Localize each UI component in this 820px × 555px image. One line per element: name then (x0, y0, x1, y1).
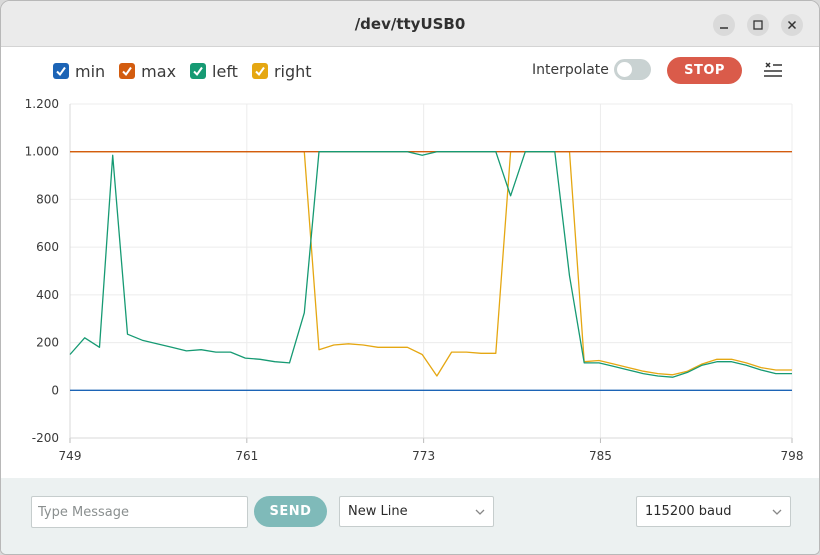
y-tick-label: -200 (32, 431, 59, 445)
x-tick-label: 773 (412, 449, 435, 463)
check-icon (122, 66, 132, 77)
message-input[interactable] (31, 496, 248, 528)
y-tick-label: 600 (36, 240, 59, 254)
check-icon (255, 66, 265, 77)
baud-rate-value: 115200 baud (645, 504, 732, 519)
clear-list-icon[interactable] (762, 59, 784, 81)
maximize-button[interactable] (747, 14, 769, 36)
window-title: /dev/ttyUSB0 (354, 15, 466, 33)
checkbox-max[interactable] (119, 63, 136, 79)
y-tick-label: 1.000 (25, 145, 59, 159)
maximize-icon (753, 20, 763, 30)
line-ending-select[interactable]: New Line (339, 496, 494, 527)
legend-label: max (141, 61, 177, 81)
legend-item-right[interactable]: right (251, 61, 312, 81)
interpolate-toggle[interactable] (614, 59, 651, 80)
close-icon (787, 20, 797, 30)
checkbox-min[interactable] (53, 63, 69, 79)
y-tick-label: 1.200 (25, 97, 59, 111)
footer-bar: SEND New Line 115200 baud (1, 478, 819, 554)
legend: min max left right (53, 59, 326, 83)
chevron-down-icon (475, 509, 485, 515)
stop-button[interactable]: STOP (667, 57, 742, 84)
x-tick-label: 749 (59, 449, 82, 463)
chevron-down-icon (772, 509, 782, 515)
checkbox-right[interactable] (251, 63, 268, 79)
check-icon (56, 66, 66, 77)
close-button[interactable] (781, 14, 803, 36)
y-tick-label: 0 (51, 383, 59, 397)
series-line-left (69, 151, 792, 378)
legend-item-left[interactable]: left (190, 62, 238, 81)
y-tick-label: 800 (36, 192, 59, 206)
serial-plot: -200 0 200 400 600 800 1.000 1.200 749 761 773 785 7… (25, 97, 804, 463)
interpolate-label: Interpolate (532, 62, 609, 78)
baud-rate-select[interactable]: 115200 baud (636, 496, 791, 527)
minimize-button[interactable] (713, 14, 735, 36)
minimize-icon (720, 27, 728, 29)
toggle-knob (617, 62, 632, 77)
y-tick-label: 400 (36, 288, 59, 302)
legend-label: right (273, 61, 312, 81)
x-tick-label: 798 (781, 449, 804, 463)
legend-item-min[interactable]: min (53, 62, 105, 81)
y-tick-label: 200 (36, 336, 59, 350)
check-icon (193, 66, 203, 77)
legend-item-max[interactable]: max (119, 62, 176, 81)
send-button[interactable]: SEND (254, 496, 327, 527)
line-ending-value: New Line (348, 504, 408, 519)
checkbox-left[interactable] (190, 63, 207, 79)
x-tick-label: 761 (235, 449, 258, 463)
legend-label: min (75, 61, 106, 81)
legend-label: left (212, 61, 238, 81)
title-bar: /dev/ttyUSB0 (1, 1, 819, 47)
x-tick-label: 785 (589, 449, 612, 463)
